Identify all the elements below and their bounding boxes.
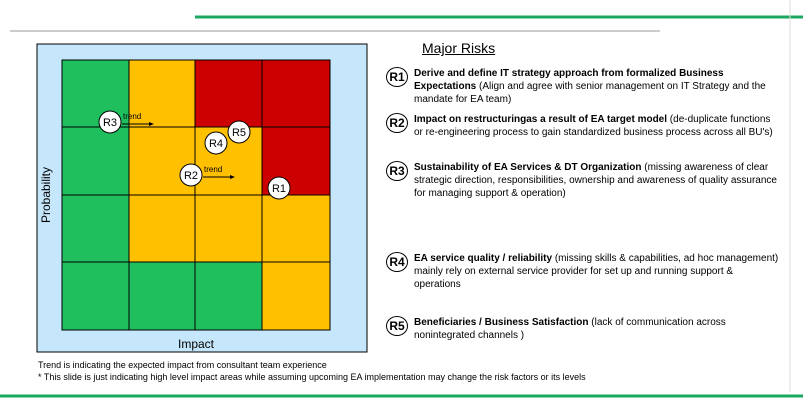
risk-title: Beneficiaries / Business Satisfaction <box>414 317 589 328</box>
risk-description: (de-duplicate functions or re-engineerin… <box>414 114 773 138</box>
y-axis-label: Probability <box>39 167 53 223</box>
risk-marker-label: R1 <box>272 183 286 195</box>
risk-marker <box>98 110 122 134</box>
risk-badge: R5 <box>386 316 408 336</box>
risk-marker-label: R5 <box>232 127 246 139</box>
risk-marker-label: R4 <box>209 138 223 150</box>
risk-marker <box>267 176 291 200</box>
matrix-grid <box>61 59 331 331</box>
risk-badge: R3 <box>386 161 408 181</box>
risks-title: Major Risks <box>422 40 496 56</box>
risk-description: (Align and agree with senior management … <box>414 81 766 105</box>
risk-item: R1 Derive and define IT strategy approach… <box>386 67 781 106</box>
risk-text: EA service quality / reliability (missin… <box>414 252 781 291</box>
risk-badge: R1 <box>386 67 408 87</box>
x-axis-label: Impact <box>178 337 215 351</box>
trend-arrowhead <box>149 122 154 126</box>
risk-item: R2 Impact on restructuringas a result of … <box>386 113 781 139</box>
markers: R3 trend R5 R4 R2 trend R1 <box>98 110 291 200</box>
risk-item: R4 EA service quality / reliability (miss… <box>386 252 781 291</box>
risk-title: Derive and define IT strategy approach f… <box>414 68 724 92</box>
footnote: * This slide is just indicating high lev… <box>38 372 586 382</box>
risk-item: R3 Sustainability of EA Services & DT Org… <box>386 161 781 200</box>
risk-description: (missing skills & capabilities, ad hoc m… <box>414 253 779 290</box>
risk-badge: R2 <box>386 113 408 133</box>
risk-badge: R4 <box>386 252 408 272</box>
risk-title: Impact on restructuringas a result of EA… <box>414 114 668 125</box>
risk-text: Sustainability of EA Services & DT Organ… <box>414 161 781 200</box>
risk-marker <box>227 120 251 144</box>
risk-description: (lack of communication across nonintegra… <box>414 317 726 341</box>
risk-marker <box>179 163 203 187</box>
trend-arrowhead <box>230 175 235 179</box>
risk-description: (missing awareness of clear strategic di… <box>414 162 777 199</box>
footnote: Trend is indicating the expected impact … <box>38 360 327 370</box>
risk-marker-label: R3 <box>103 117 117 129</box>
risk-text: Impact on restructuringas a result of EA… <box>414 113 781 139</box>
risk-title: EA service quality / reliability <box>414 253 553 264</box>
trend-label: trend <box>204 165 222 174</box>
risk-item: R5 Beneficiaries / Business Satisfaction … <box>386 316 781 342</box>
risk-text: Beneficiaries / Business Satisfaction (l… <box>414 316 781 342</box>
risk-marker-label: R2 <box>184 170 198 182</box>
risk-title: Sustainability of EA Services & DT Organ… <box>414 162 642 173</box>
risk-text: Derive and define IT strategy approach f… <box>414 67 781 106</box>
risk-marker <box>204 131 228 155</box>
trend-label: trend <box>123 112 141 121</box>
